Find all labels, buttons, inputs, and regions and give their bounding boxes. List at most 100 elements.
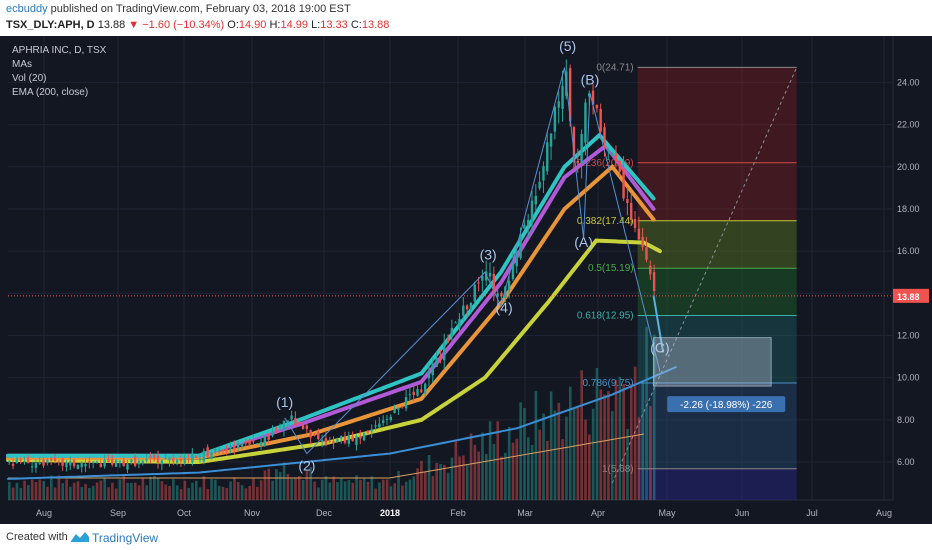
candle-body [42, 459, 45, 466]
volume-bar [431, 476, 435, 500]
volume-bar [336, 482, 339, 500]
legend-item-ema[interactable]: EMA (200, close) [12, 87, 89, 98]
ma-teal-line [6, 132, 656, 458]
legend-item-vol[interactable]: Vol (20) [12, 73, 47, 84]
candle-body [496, 293, 499, 297]
candle-body [542, 166, 545, 181]
volume-bar [145, 485, 148, 500]
volume-bar [111, 482, 114, 500]
chart-area[interactable]: 6.008.0010.0012.0014.0016.0018.0020.0022… [0, 36, 932, 524]
candle-body [49, 458, 53, 461]
volume-bar [290, 478, 293, 500]
candle-body [488, 272, 492, 277]
x-tick-label: Nov [244, 508, 261, 518]
volume-bar [118, 479, 122, 500]
volume-bar [599, 389, 603, 500]
candle-body [412, 391, 415, 396]
candle-body [69, 461, 72, 466]
x-tick-label: Dec [316, 508, 333, 518]
volume-bar [519, 402, 522, 500]
legend-item-mas[interactable]: MAs [12, 59, 32, 70]
volume-bar [38, 479, 42, 500]
candle-body [404, 397, 408, 409]
candle-body [378, 423, 381, 428]
candle-body [324, 438, 328, 445]
projection-line [652, 295, 665, 353]
volume-bar [141, 478, 145, 500]
candle-body [202, 451, 206, 462]
candle-body [290, 415, 293, 420]
candle-body [492, 273, 496, 293]
candle-body [313, 434, 316, 436]
candle-body [622, 168, 625, 199]
volume-bar [561, 439, 564, 500]
volume-bar [103, 478, 106, 500]
fib-level-label: 0(24.71) [596, 62, 633, 73]
fib-level-label: 0.786(9.75) [582, 378, 633, 389]
volume-bar [626, 428, 629, 500]
volume-bar [229, 481, 232, 500]
wave-label: (C) [650, 339, 669, 355]
volume-bar [69, 486, 72, 500]
tradingview-brand[interactable]: TradingView [92, 531, 159, 545]
fib-level-label: 0.5(15.19) [588, 263, 634, 274]
candle-body [553, 106, 557, 132]
x-tick-label: Aug [36, 508, 52, 518]
candle-body [153, 454, 156, 460]
volume-bar [191, 482, 194, 500]
candle-body [381, 420, 385, 423]
candle-body [256, 443, 259, 445]
fib-zone-below [637, 468, 797, 500]
candle-body [11, 463, 15, 466]
candle-body [515, 251, 518, 267]
volume-bar [435, 463, 438, 500]
y-tick-label: 18.00 [897, 204, 920, 214]
candle-body [576, 161, 579, 164]
candle-body [435, 357, 438, 368]
volume-bar [645, 326, 648, 500]
volume-bar [61, 483, 65, 500]
wave-label: (1) [276, 394, 293, 410]
volume-bar [473, 444, 477, 500]
candle-body [526, 219, 530, 226]
candle-body [27, 458, 30, 464]
volume-bar [286, 473, 290, 500]
last-price-tag [893, 288, 929, 303]
volume-bar [221, 486, 225, 500]
candle-body [652, 272, 656, 291]
down-triangle-icon: ▼ [128, 19, 140, 31]
volume-bar [351, 482, 355, 500]
candle-body [229, 446, 232, 449]
publisher-name[interactable]: ecbuddy [6, 3, 48, 15]
candle-body [15, 458, 19, 463]
candle-body [114, 459, 118, 467]
volume-bar [236, 482, 240, 500]
candle-body [133, 456, 137, 466]
volume-bar [130, 482, 133, 500]
volume-bar [515, 438, 519, 500]
fib-zone [637, 268, 797, 316]
price-chart[interactable]: 6.008.0010.0012.0014.0016.0018.0020.0022… [0, 36, 932, 524]
candle-body [420, 389, 423, 393]
legend-title[interactable]: APHRIA INC, D, TSX [12, 45, 107, 56]
candle-body [359, 436, 362, 439]
fib-zone [637, 67, 797, 163]
wave-label: (3) [480, 247, 497, 263]
volume-bar [168, 486, 171, 500]
candle-body [507, 280, 511, 291]
candle-body [309, 430, 312, 438]
wave-label: (A) [574, 234, 593, 250]
candle-body [454, 322, 457, 324]
tradingview-logo-icon[interactable] [70, 529, 90, 545]
volume-bar [172, 479, 175, 500]
volume-bar [366, 481, 370, 500]
volume-bar [202, 476, 206, 500]
last-price: 13.88 [97, 19, 126, 31]
volume-bar [8, 482, 11, 500]
candle-body [149, 455, 152, 459]
candle-body [481, 275, 484, 281]
candle-body [328, 441, 331, 443]
volume-bar [465, 464, 469, 500]
volume-bar [565, 416, 568, 500]
volume-bar [630, 383, 633, 500]
